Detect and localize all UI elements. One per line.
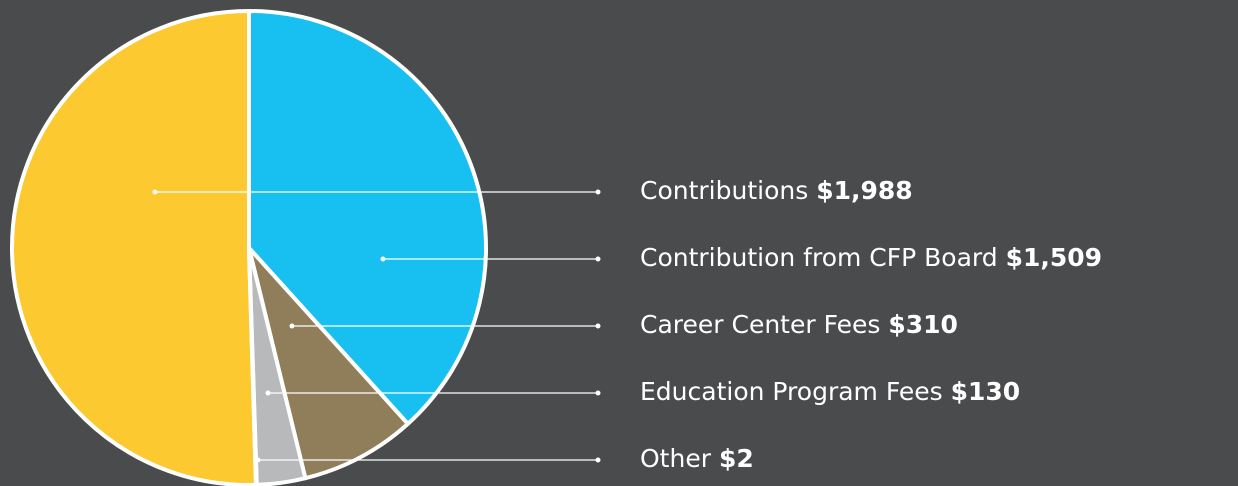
- value-label: $2: [719, 444, 754, 473]
- leader-dot: [595, 457, 601, 463]
- leader-dot: [595, 323, 601, 329]
- legend-label: Contributions $1,988: [640, 176, 913, 205]
- category-label: Contributions: [640, 176, 808, 205]
- pie-slice: [247, 9, 488, 426]
- leader-dot: [595, 189, 601, 195]
- leader-dot: [255, 457, 261, 463]
- leader-dot: [380, 256, 386, 262]
- category-label: Education Program Fees: [640, 377, 943, 406]
- value-label: $310: [888, 310, 958, 339]
- pie-slice: [10, 9, 258, 486]
- leader-dot: [289, 323, 295, 329]
- leader-dot: [265, 390, 271, 396]
- value-label: $1,988: [816, 176, 912, 205]
- leader-dot: [595, 390, 601, 396]
- category-label: Contribution from CFP Board: [640, 243, 998, 272]
- pie-slice: [247, 246, 410, 481]
- legend-label: Career Center Fees $310: [640, 310, 958, 339]
- legend-label: Education Program Fees $130: [640, 377, 1020, 406]
- category-label: Other: [640, 444, 712, 473]
- category-label: Career Center Fees: [640, 310, 880, 339]
- legend-label: Contribution from CFP Board $1,509: [640, 243, 1102, 272]
- leader-dot: [152, 189, 158, 195]
- pie-slice: [247, 246, 259, 486]
- value-label: $1,509: [1006, 243, 1102, 272]
- leader-dot: [595, 256, 601, 262]
- value-label: $130: [951, 377, 1021, 406]
- legend-label: Other $2: [640, 444, 754, 473]
